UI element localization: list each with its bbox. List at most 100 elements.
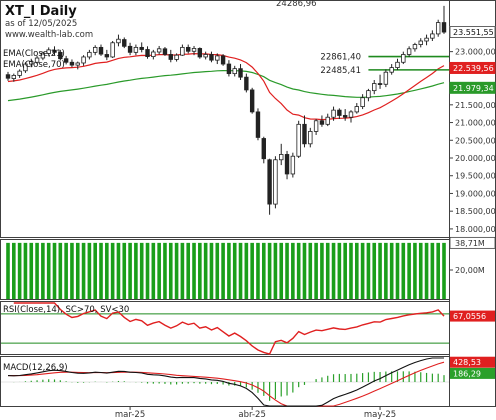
candle-body (98, 46, 104, 55)
price-tick-label: 18.500,00 (455, 207, 496, 216)
rsi-panel (0, 301, 450, 355)
volume-bar (180, 242, 185, 299)
candle (220, 54, 226, 66)
candle-body (122, 39, 127, 47)
candle (406, 46, 412, 57)
volume-bar (93, 242, 98, 299)
candle-body (337, 109, 342, 116)
candle (11, 73, 17, 82)
candle-body (23, 63, 28, 72)
volume-bar (401, 242, 406, 299)
candle-body (372, 83, 377, 92)
volume-bar (442, 242, 446, 299)
price-tick-label: 19.500,00 (455, 172, 496, 181)
volume-bar (424, 242, 429, 299)
candle-body (296, 123, 301, 157)
last-close-outline (449, 26, 496, 38)
volume-bar (139, 242, 144, 299)
volume-bar (203, 242, 208, 299)
macd-line (7, 357, 444, 407)
candle-body (220, 55, 226, 65)
volume-bar (343, 242, 347, 299)
candle (261, 136, 266, 164)
candle (98, 44, 104, 56)
candle-body (290, 155, 296, 175)
macd-signal-value-bg (450, 367, 495, 379)
candle (174, 53, 179, 62)
volume-bar (232, 242, 237, 299)
volume-bar (418, 242, 423, 299)
volume-bar (308, 242, 313, 299)
candle-body (377, 83, 383, 85)
candle (331, 106, 336, 121)
candle-body (406, 48, 412, 55)
volume-bar (378, 242, 382, 299)
candle-body (215, 55, 220, 61)
volume-bar (261, 242, 266, 299)
volume-bar (110, 242, 115, 299)
volume-bar (325, 242, 330, 299)
volume-bar (337, 242, 342, 299)
rsi-value-label: 67,0556 (453, 312, 486, 321)
volume-bar (198, 242, 202, 299)
candle (23, 62, 28, 73)
volume-bar (41, 242, 45, 299)
candle (122, 37, 127, 49)
candle-body (197, 48, 203, 58)
price-tick-label: 19.000,00 (455, 189, 496, 198)
candle-body (267, 159, 272, 205)
candle-body (75, 62, 80, 66)
volume-bar (12, 242, 16, 299)
ema-slow-legend: EMA(Close,70) (3, 60, 65, 70)
volume-bar (151, 242, 156, 299)
candle-body (52, 49, 57, 53)
ema-slow-value-label-bg (449, 81, 496, 94)
candle (296, 120, 301, 158)
candle (145, 46, 150, 59)
candle (58, 49, 63, 61)
candle (418, 38, 423, 48)
macd-signal-line (8, 361, 445, 407)
candle-body (430, 33, 435, 39)
candle-body (273, 159, 278, 205)
candle-body (325, 116, 330, 125)
ema-slow-value-label: 21.979,34 (453, 84, 494, 93)
volume-tick-label: 20,00M (455, 266, 485, 275)
candle-body (244, 76, 249, 91)
candle-body (110, 42, 115, 58)
candle-body (17, 70, 22, 76)
candle-body (383, 71, 389, 85)
volume-bar (267, 242, 272, 299)
candle (162, 47, 168, 56)
candle (348, 110, 354, 123)
candle (366, 88, 371, 102)
volume-bar (291, 242, 295, 299)
candle (435, 19, 441, 37)
candle (244, 73, 249, 93)
volume-bar (17, 242, 22, 299)
volume-bar (331, 242, 336, 299)
candle (110, 41, 115, 59)
volume-bar (6, 242, 10, 299)
volume-tick-label: 38,71M (455, 239, 485, 248)
candle (209, 51, 214, 63)
volume-bar (29, 242, 34, 299)
candle (40, 51, 46, 61)
rsi-line (13, 302, 445, 355)
candle-body (87, 51, 92, 58)
candle (372, 80, 377, 95)
candle (412, 42, 418, 52)
candle (395, 58, 400, 71)
candle-body (354, 106, 360, 113)
volume-bar (134, 242, 138, 299)
candle-body (116, 38, 121, 44)
candle (337, 108, 342, 119)
volume-bar (87, 242, 92, 299)
volume-bar (23, 242, 28, 299)
ema-fast-value-label-bg (449, 61, 496, 74)
ema-slow-line (7, 69, 445, 102)
candle (226, 60, 232, 77)
volume-bar (221, 242, 225, 299)
candle-body (69, 61, 75, 66)
